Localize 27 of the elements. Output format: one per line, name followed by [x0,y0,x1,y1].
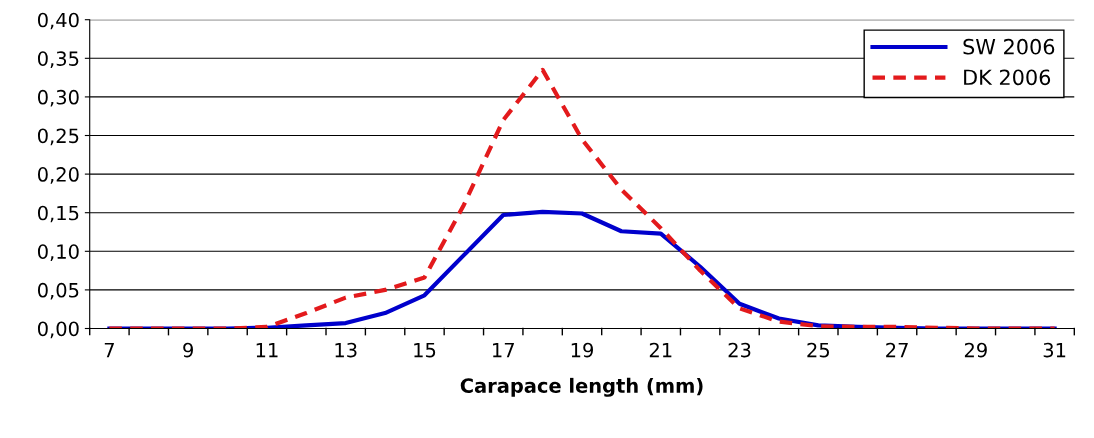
x-tick-label: 25 [807,342,829,358]
y-tick-label: 0,05 [37,282,79,300]
x-tick-label: 21 [649,342,672,358]
x-tick-label: 9 [183,342,193,358]
legend-label: SW 2006 [963,38,1055,55]
y-tick-label: 0,00 [37,321,79,339]
y-tick-label: 0,15 [37,205,79,223]
x-tick-label: 19 [571,342,594,358]
line-series [107,67,1057,329]
x-axis-title: Carapace length (mm) [460,377,703,397]
x-tick-label: 31 [1043,342,1066,358]
legend-label: DK 2006 [964,69,1051,86]
x-tick-label: 7 [104,342,114,358]
x-tick-label: 29 [964,342,987,358]
x-tick-label: 11 [256,342,278,358]
y-tick-label: 0,20 [37,167,79,184]
x-tick-label: 13 [335,342,357,358]
y-tick-label: 0,40 [37,12,79,30]
x-tick-label: 15 [414,342,436,358]
y-tick-label: 0,35 [37,51,79,68]
x-tick-label: 23 [728,342,751,358]
x-tick-label: 17 [493,342,514,358]
line-series [107,209,1057,329]
y-tick-label: 0,30 [37,89,79,107]
y-tick-label: 0,25 [37,128,79,146]
x-tick-label: 27 [886,342,908,358]
y-tick-label: 0,10 [37,244,79,261]
